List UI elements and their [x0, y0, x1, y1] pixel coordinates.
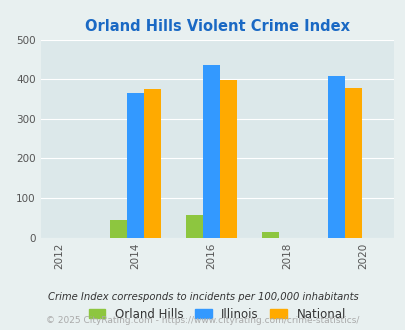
Bar [144, 89, 161, 238]
Bar [127, 93, 144, 238]
Bar [220, 80, 237, 238]
Bar [110, 220, 127, 238]
Text: © 2025 CityRating.com - https://www.cityrating.com/crime-statistics/: © 2025 CityRating.com - https://www.city… [46, 316, 359, 325]
Bar [202, 65, 220, 238]
Legend: Orland Hills, Illinois, National: Orland Hills, Illinois, National [84, 303, 350, 325]
Text: Crime Index corresponds to incidents per 100,000 inhabitants: Crime Index corresponds to incidents per… [47, 292, 358, 302]
Bar [328, 77, 345, 238]
Title: Orland Hills Violent Crime Index: Orland Hills Violent Crime Index [85, 19, 349, 34]
Bar [261, 232, 278, 238]
Bar [185, 214, 202, 238]
Bar [345, 87, 362, 238]
